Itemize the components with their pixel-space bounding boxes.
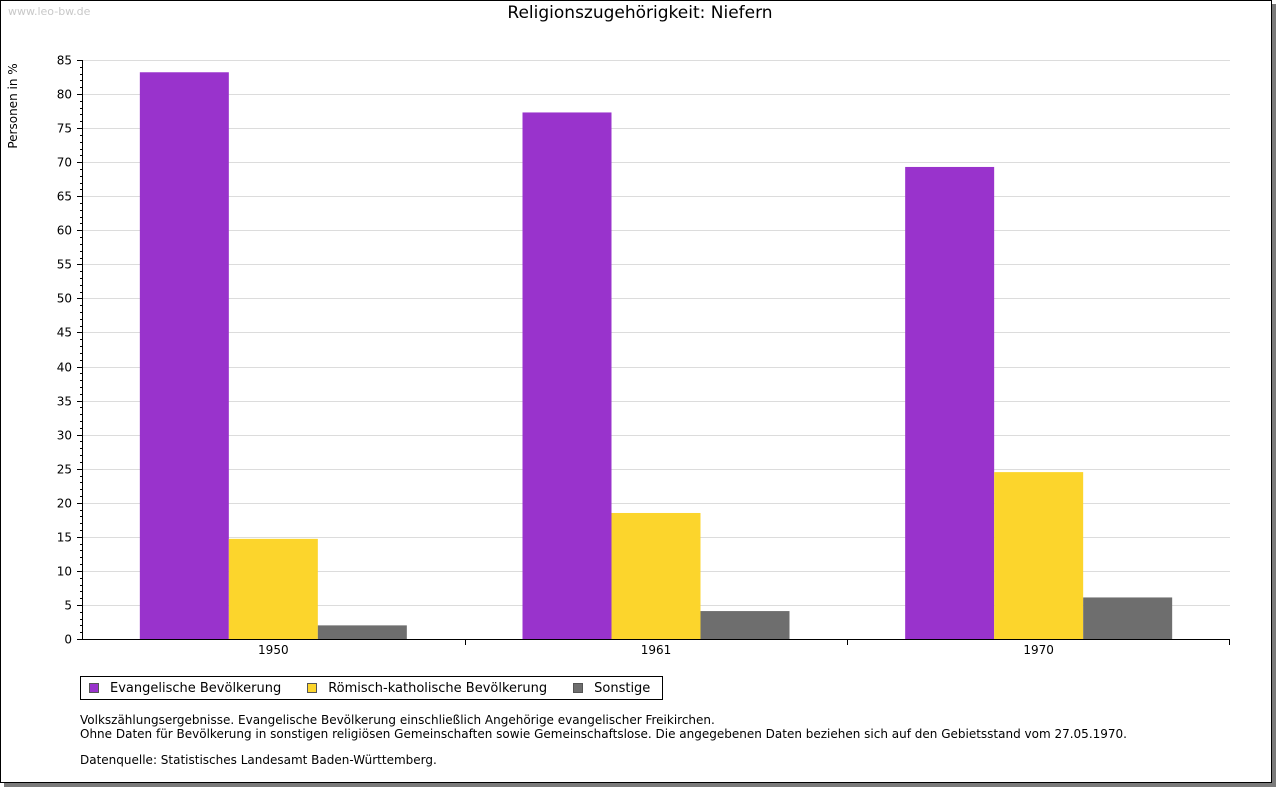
legend-item: Evangelische Bevölkerung xyxy=(89,681,281,696)
note-line-1: Volkszählungsergebnisse. Evangelische Be… xyxy=(80,713,715,727)
legend-label: Sonstige xyxy=(594,680,651,696)
y-tick-label: 55 xyxy=(57,258,72,272)
legend-label: Evangelische Bevölkerung xyxy=(110,680,282,696)
y-tick-label: 35 xyxy=(57,395,72,409)
y-tick-label: 40 xyxy=(57,361,72,375)
y-tick-label: 60 xyxy=(57,224,72,238)
y-tick-label: 15 xyxy=(57,531,72,545)
chart-title: Religionszugehörigkeit: Niefern xyxy=(507,3,773,23)
bar-1961-1 xyxy=(522,112,612,640)
legend: Evangelische Bevölkerung Römisch-katholis… xyxy=(80,676,664,700)
bar-1961-3 xyxy=(700,611,790,639)
legend-item: Römisch-katholische Bevölkerung xyxy=(307,681,547,696)
y-tick-label: 65 xyxy=(57,190,72,204)
bar-1950-3 xyxy=(317,625,407,639)
note-line-2: Ohne Daten für Bevölkerung in sonstigen … xyxy=(80,727,1127,741)
y-tick-label: 0 xyxy=(64,633,72,647)
x-tick-label: 1950 xyxy=(258,643,289,657)
y-tick-label: 5 xyxy=(64,599,72,613)
x-tick-label: 1970 xyxy=(1023,643,1054,657)
watermark: www.leo-bw.de xyxy=(8,5,91,18)
bar-1950-2 xyxy=(228,538,318,639)
bar-1970-1 xyxy=(905,166,995,639)
legend-swatch xyxy=(573,683,584,693)
y-tick-label: 20 xyxy=(57,497,72,511)
y-tick-label: 25 xyxy=(57,463,72,477)
legend-item: Sonstige xyxy=(573,681,650,696)
bar-1950-1 xyxy=(139,72,229,640)
bar-1970-3 xyxy=(1083,597,1173,639)
chart-notes: Volkszählungsergebnisse. Evangelische Be… xyxy=(80,713,1127,767)
y-axis-label: Personen in % xyxy=(6,63,20,148)
bar-1961-2 xyxy=(611,512,701,639)
legend-swatch xyxy=(89,683,99,693)
y-tick-label: 10 xyxy=(57,565,72,579)
y-tick-label: 45 xyxy=(57,326,72,340)
y-tick-label: 30 xyxy=(57,429,72,443)
x-tick-label: 1961 xyxy=(641,643,672,657)
y-tick-label: 50 xyxy=(57,292,72,306)
bar-1970-2 xyxy=(994,472,1084,639)
y-tick-label: 75 xyxy=(57,122,72,136)
legend-label: Römisch-katholische Bevölkerung xyxy=(328,680,548,696)
data-source: Datenquelle: Statistisches Landesamt Bad… xyxy=(80,753,437,767)
y-tick-label: 80 xyxy=(57,88,72,102)
legend-swatch xyxy=(307,683,318,693)
y-tick-label: 70 xyxy=(57,156,72,170)
y-tick-label: 85 xyxy=(57,54,72,68)
